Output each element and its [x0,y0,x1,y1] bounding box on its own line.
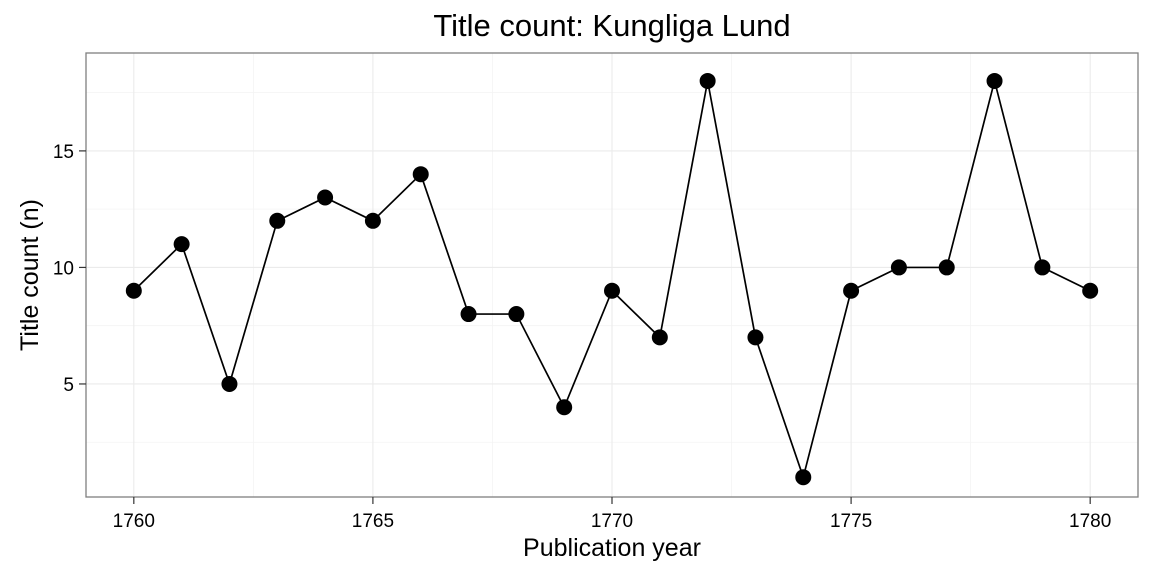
data-point-1763 [269,212,286,229]
data-point-1771 [651,329,668,346]
data-point-1772 [699,72,716,89]
data-point-1769 [556,399,573,416]
y-axis: 5 10 15 [53,142,86,396]
data-point-1775 [843,282,860,299]
data-point-1773 [747,329,764,346]
data-point-1768 [508,306,525,323]
data-point-1766 [412,166,429,183]
x-tick-label-1780: 1780 [1069,511,1111,532]
y-axis-title: Title count (n) [16,199,44,351]
data-point-1780 [1082,282,1099,299]
data-point-1760 [125,282,142,299]
x-tick-label-1760: 1760 [113,511,155,532]
x-tick-label-1765: 1765 [352,511,394,532]
data-point-1779 [1034,259,1051,276]
data-point-1767 [460,306,477,323]
data-point-1777 [938,259,955,276]
chart-title: Title count: Kungliga Lund [433,8,790,43]
data-point-1762 [221,375,238,392]
series-group [125,72,1099,486]
y-tick-label-10: 10 [53,258,74,279]
data-point-1764 [317,189,334,206]
grid-lines [86,53,1138,497]
x-axis: 1760 1765 1770 1775 1780 [113,497,1111,532]
data-point-1776 [890,259,907,276]
x-tick-label-1770: 1770 [591,511,633,532]
x-tick-label-1775: 1775 [830,511,872,532]
y-tick-label-5: 5 [63,375,74,396]
data-point-1761 [173,236,190,253]
data-point-1770 [604,282,620,299]
y-tick-label-15: 15 [53,142,74,163]
data-point-1765 [364,212,381,229]
data-point-1774 [795,469,812,486]
data-point-1778 [986,72,1003,89]
x-axis-title: Publication year [523,534,701,562]
